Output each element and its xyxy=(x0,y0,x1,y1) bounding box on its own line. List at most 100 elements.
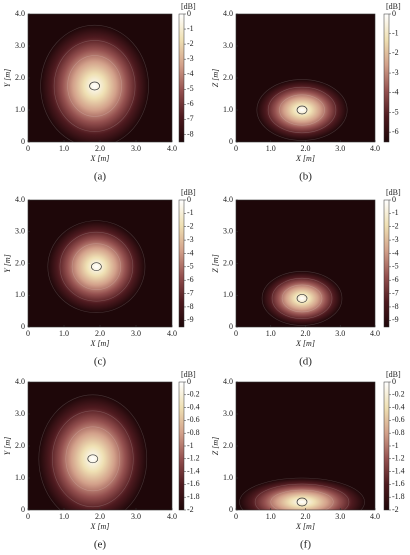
contour xyxy=(270,489,334,510)
colorbar-tick-label: -9 xyxy=(187,315,194,324)
x-tick-label: 1.0 xyxy=(59,144,69,153)
colorbar-tick-label: -1 xyxy=(187,208,194,217)
y-tick-label: 2.0 xyxy=(15,73,25,82)
colorbar-tick-label: -0.6 xyxy=(392,415,405,424)
colorbar-tick-label: -1 xyxy=(187,24,194,33)
caption: (e) xyxy=(94,539,107,550)
contour xyxy=(71,243,122,290)
colorbar-tick-label: 0 xyxy=(392,195,396,204)
x-tick-label: 2.0 xyxy=(95,512,105,521)
hotspot xyxy=(40,25,149,142)
y-axis-label: Z [m] xyxy=(211,254,220,272)
x-tick-label: 0 xyxy=(234,144,238,153)
y-tick-label: 4.0 xyxy=(15,377,25,386)
hotspot xyxy=(47,220,145,313)
colorbar-tick-label: -7 xyxy=(187,288,194,297)
subject-outline xyxy=(296,105,308,115)
x-tick-label: 4.0 xyxy=(370,512,380,521)
y-axis-label: Y [m] xyxy=(3,69,12,87)
x-tick-label: 3.0 xyxy=(131,512,141,521)
colorbar-tick-label: 0 xyxy=(392,377,396,386)
hotspot xyxy=(239,478,365,510)
x-tick-label: 1.0 xyxy=(59,512,69,521)
colorbar-tick-label: -3 xyxy=(392,68,399,77)
colorbar-tick-label: -1.4 xyxy=(392,466,405,475)
colorbar-label: [dB] xyxy=(181,370,196,379)
y-tick-label: 0 xyxy=(229,137,233,146)
heatmap-field xyxy=(47,220,146,314)
subject-outline xyxy=(89,81,100,91)
colorbar-tick-label: -2 xyxy=(392,222,399,231)
colorbar-label: [dB] xyxy=(181,188,196,197)
x-tick-label: 4.0 xyxy=(370,144,380,153)
subject-outline xyxy=(87,454,99,464)
subject-outline xyxy=(296,294,308,303)
y-axis-label: Z [m] xyxy=(211,69,220,87)
colorbar-tick-label: -1 xyxy=(392,29,399,38)
y-axis-label: Y [m] xyxy=(3,437,12,455)
colorbar-tick-label: -8 xyxy=(187,129,194,138)
colorbar-tick-label: -0.4 xyxy=(392,402,405,411)
contour xyxy=(279,94,325,126)
y-tick-label: 3.0 xyxy=(223,227,233,236)
colorbar-tick-label: -0.6 xyxy=(187,415,200,424)
colorbar-tick-label: -3 xyxy=(187,235,194,244)
panel: 0 1.0 2.0 3.0 4.0 0 1.0 2.0 3.0 4.0 X [m] Z [m] (b) 0… xyxy=(211,2,401,183)
x-tick-label: 1.0 xyxy=(266,329,276,338)
heatmap-field xyxy=(261,271,343,326)
y-tick-label: 1.0 xyxy=(15,290,25,299)
y-tick-label: 4.0 xyxy=(15,195,25,204)
x-tick-label: 3.0 xyxy=(335,329,345,338)
colorbar-tick-label: -0.2 xyxy=(187,390,200,399)
colorbar-tick-label: -1 xyxy=(392,441,399,450)
contour xyxy=(261,271,343,326)
colorbar-tick-label: -1.8 xyxy=(187,492,200,501)
x-tick-label: 2.0 xyxy=(301,329,311,338)
y-tick-label: 3.0 xyxy=(15,227,25,236)
heatmap-field xyxy=(40,24,149,142)
colorbar-tick-label: -4 xyxy=(187,69,194,78)
y-tick-label: 1.0 xyxy=(15,105,25,114)
y-axis-label: Z [m] xyxy=(211,437,220,455)
subject-outline xyxy=(91,262,102,272)
x-tick-label: 4.0 xyxy=(370,329,380,338)
y-tick-label: 1.0 xyxy=(15,473,25,482)
contour xyxy=(254,483,350,510)
y-tick-label: 2.0 xyxy=(15,258,25,267)
x-axis-label: X [m] xyxy=(295,522,315,531)
contour xyxy=(256,79,348,141)
caption: (c) xyxy=(94,356,107,368)
colorbar-tick-label: -5 xyxy=(187,262,194,271)
x-tick-label: 3.0 xyxy=(131,144,141,153)
heatmap-field xyxy=(38,394,148,510)
caption: (b) xyxy=(299,171,312,183)
x-tick-label: 1.0 xyxy=(266,144,276,153)
x-tick-label: 3.0 xyxy=(335,144,345,153)
colorbar-tick-label: -2 xyxy=(392,505,399,514)
y-tick-label: 2.0 xyxy=(223,441,233,450)
colorbar-tick-label: -8 xyxy=(392,302,399,311)
colorbar xyxy=(383,381,390,511)
colorbar-tick-label: -2 xyxy=(392,48,399,57)
hotspot xyxy=(38,394,147,510)
x-tick-label: 4.0 xyxy=(167,512,177,521)
colorbar-tick-label: -5 xyxy=(392,262,399,271)
x-tick-label: 2.0 xyxy=(95,329,105,338)
contour xyxy=(52,410,134,508)
contour xyxy=(47,220,146,314)
hotspot xyxy=(256,79,348,141)
contour xyxy=(267,86,337,134)
x-tick-label: 2.0 xyxy=(301,512,311,521)
colorbar-tick-label: -2 xyxy=(187,505,194,514)
x-tick-label: 4.0 xyxy=(167,144,177,153)
colorbar xyxy=(178,199,185,328)
x-tick-label: 0 xyxy=(26,329,30,338)
x-tick-label: 0 xyxy=(26,144,30,153)
contour xyxy=(53,40,136,132)
caption: (d) xyxy=(299,356,312,368)
colorbar xyxy=(383,13,390,143)
x-tick-label: 3.0 xyxy=(335,512,345,521)
contour xyxy=(281,284,323,313)
y-tick-label: 0 xyxy=(21,137,25,146)
